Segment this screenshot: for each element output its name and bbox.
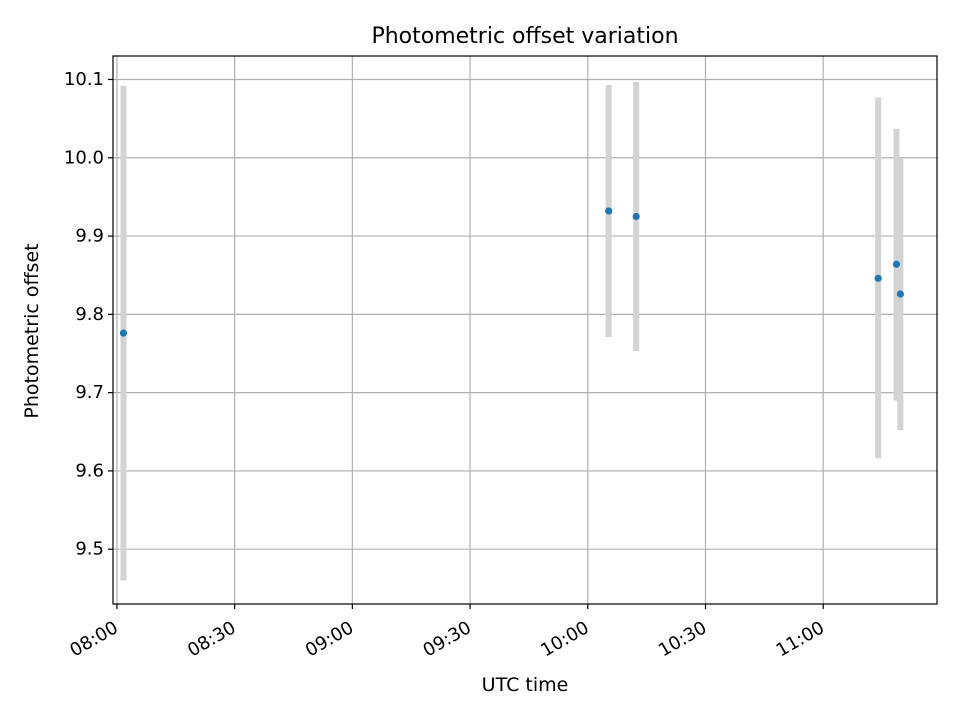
data-point <box>633 213 640 220</box>
x-axis-label: UTC time <box>482 674 569 696</box>
y-tick-label: 9.9 <box>75 226 104 247</box>
y-tick-label: 9.6 <box>75 460 104 481</box>
data-point <box>120 330 127 337</box>
chart-title: Photometric offset variation <box>371 24 678 49</box>
data-point <box>893 261 900 268</box>
data-point <box>875 275 882 282</box>
data-point <box>897 290 904 297</box>
y-axis-label: Photometric offset <box>21 243 43 418</box>
y-tick-label: 9.7 <box>75 382 104 403</box>
y-tick-label: 9.8 <box>75 304 104 325</box>
y-tick-label: 10.0 <box>64 147 104 168</box>
y-tick-label: 10.1 <box>64 69 104 90</box>
y-tick-label: 9.5 <box>75 539 104 560</box>
data-point <box>605 207 612 214</box>
